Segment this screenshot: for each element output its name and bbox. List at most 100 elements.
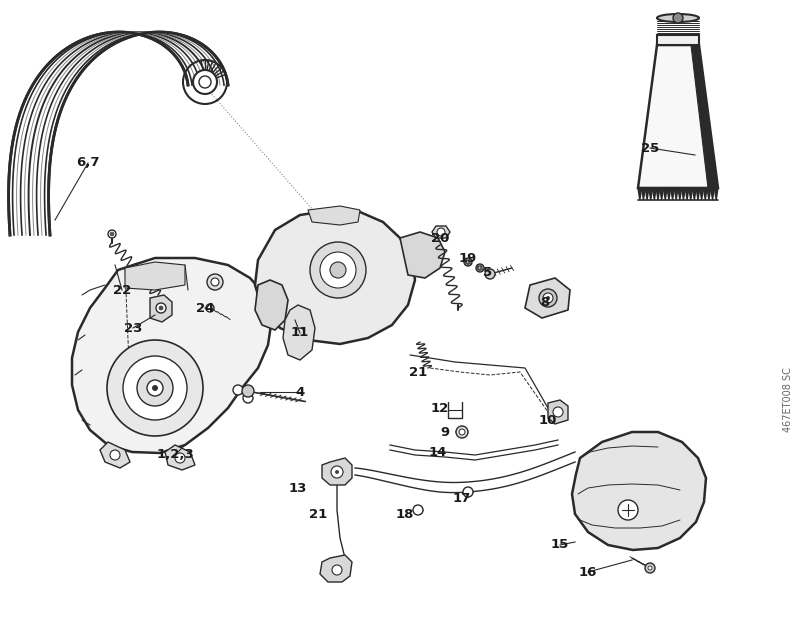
Text: 19: 19: [459, 251, 477, 265]
Polygon shape: [638, 188, 642, 200]
Circle shape: [211, 278, 219, 286]
Text: 10: 10: [539, 413, 557, 427]
Text: 17: 17: [453, 491, 471, 505]
Text: 25: 25: [641, 142, 659, 154]
Circle shape: [464, 258, 472, 266]
Text: 15: 15: [551, 539, 569, 551]
Circle shape: [456, 426, 468, 438]
Polygon shape: [548, 400, 568, 424]
Text: 23: 23: [124, 321, 142, 335]
Polygon shape: [691, 45, 718, 188]
Polygon shape: [283, 305, 315, 360]
Circle shape: [107, 340, 203, 436]
Polygon shape: [322, 458, 352, 485]
Polygon shape: [663, 188, 667, 200]
Polygon shape: [432, 226, 450, 238]
Text: 20: 20: [431, 231, 449, 244]
Polygon shape: [150, 295, 172, 322]
Circle shape: [207, 274, 223, 290]
Polygon shape: [642, 188, 646, 200]
Circle shape: [242, 385, 254, 397]
Circle shape: [539, 289, 557, 307]
Polygon shape: [660, 188, 663, 200]
Circle shape: [553, 407, 563, 417]
Polygon shape: [670, 188, 674, 200]
Polygon shape: [714, 188, 718, 200]
Circle shape: [437, 228, 445, 236]
Circle shape: [335, 470, 339, 474]
Circle shape: [463, 487, 473, 497]
Text: 1,2,3: 1,2,3: [156, 449, 194, 462]
Circle shape: [159, 306, 163, 310]
Circle shape: [645, 563, 655, 573]
Circle shape: [110, 232, 114, 236]
Polygon shape: [320, 555, 352, 582]
Polygon shape: [682, 188, 686, 200]
Circle shape: [332, 565, 342, 575]
Text: 9: 9: [441, 425, 450, 438]
Polygon shape: [638, 45, 718, 188]
Circle shape: [175, 453, 185, 463]
Circle shape: [108, 230, 116, 238]
Polygon shape: [400, 232, 445, 278]
Polygon shape: [693, 188, 696, 200]
Circle shape: [648, 566, 652, 570]
Text: 14: 14: [429, 445, 447, 459]
Text: 467ET008 SC: 467ET008 SC: [783, 367, 793, 432]
Polygon shape: [649, 188, 653, 200]
Text: 13: 13: [289, 481, 307, 495]
Circle shape: [459, 429, 465, 435]
Polygon shape: [255, 210, 415, 344]
Polygon shape: [667, 188, 670, 200]
Polygon shape: [710, 188, 714, 200]
Circle shape: [206, 304, 214, 312]
Circle shape: [137, 370, 173, 406]
Polygon shape: [9, 32, 228, 235]
Circle shape: [673, 13, 683, 23]
Polygon shape: [674, 188, 678, 200]
Text: 5: 5: [483, 265, 493, 278]
Text: 22: 22: [113, 284, 131, 297]
Circle shape: [193, 70, 217, 94]
Text: 16: 16: [579, 566, 597, 578]
Polygon shape: [656, 188, 660, 200]
Circle shape: [123, 356, 187, 420]
Text: 21: 21: [409, 365, 427, 379]
Polygon shape: [678, 188, 682, 200]
Polygon shape: [653, 188, 656, 200]
Polygon shape: [700, 188, 703, 200]
Polygon shape: [696, 188, 700, 200]
Circle shape: [476, 264, 484, 272]
Polygon shape: [707, 188, 710, 200]
Circle shape: [543, 293, 553, 303]
Circle shape: [478, 266, 482, 270]
Polygon shape: [100, 442, 130, 468]
Polygon shape: [572, 432, 706, 550]
Circle shape: [156, 303, 166, 313]
Circle shape: [147, 380, 163, 396]
Polygon shape: [72, 258, 272, 453]
Polygon shape: [165, 445, 195, 470]
Polygon shape: [689, 188, 693, 200]
Polygon shape: [686, 188, 689, 200]
Circle shape: [618, 500, 638, 520]
Circle shape: [320, 252, 356, 288]
Polygon shape: [657, 35, 699, 45]
Text: 21: 21: [309, 508, 327, 522]
Text: 18: 18: [396, 508, 414, 522]
Circle shape: [243, 393, 253, 403]
Text: 12: 12: [431, 401, 449, 415]
Text: 6,7: 6,7: [76, 156, 100, 169]
Circle shape: [199, 76, 211, 88]
Circle shape: [413, 505, 423, 515]
Circle shape: [546, 296, 550, 300]
Polygon shape: [308, 206, 360, 225]
Circle shape: [331, 466, 343, 478]
Text: 24: 24: [196, 302, 214, 314]
Text: 8: 8: [540, 297, 550, 309]
Circle shape: [485, 269, 495, 279]
Circle shape: [330, 262, 346, 278]
Circle shape: [152, 385, 158, 391]
Polygon shape: [525, 278, 570, 318]
Polygon shape: [255, 280, 288, 330]
